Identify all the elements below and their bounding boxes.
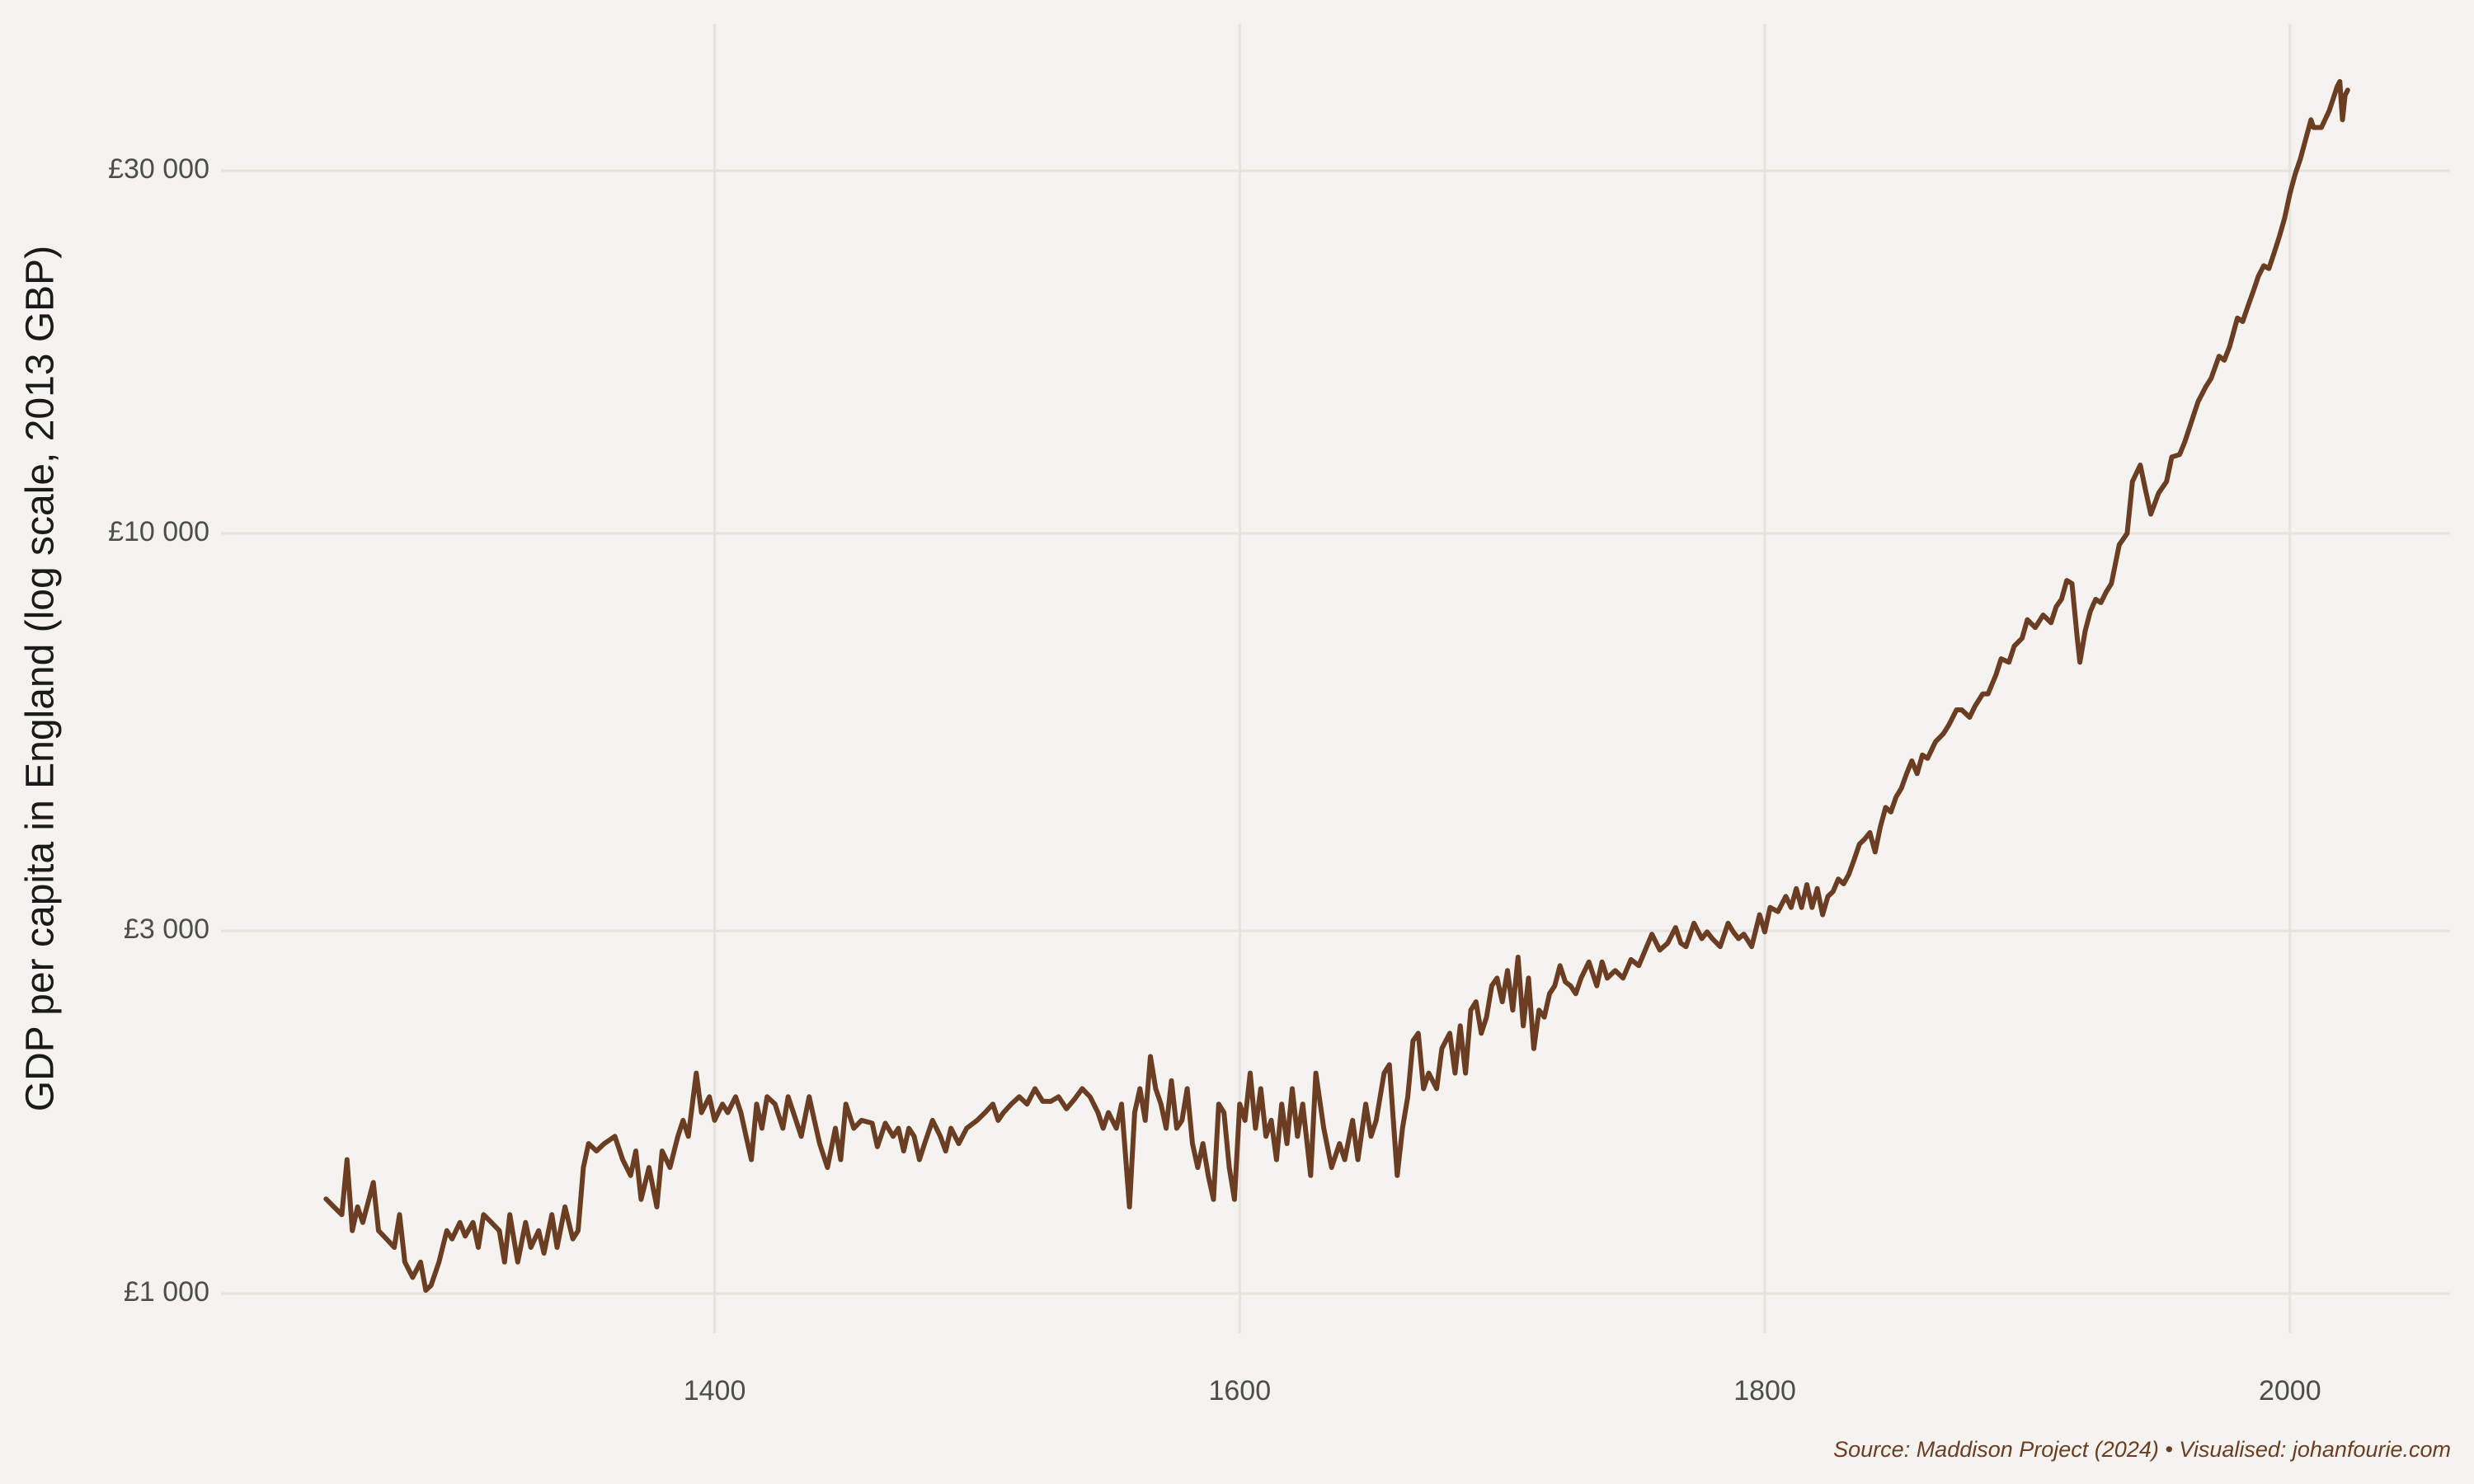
grid [221, 24, 2450, 1333]
y-tick-label: £30 000 [108, 153, 209, 185]
y-tick-label: £3 000 [124, 913, 209, 945]
x-tick-label: 1800 [1733, 1375, 1796, 1407]
y-axis-title: GDP per capita in England (log scale, 20… [19, 246, 63, 1111]
source-note: Source: Maddison Project (2024) • Visual… [1833, 1437, 2451, 1462]
x-tick-label: 2000 [2259, 1375, 2321, 1407]
y-tick-label: £10 000 [108, 516, 209, 547]
x-tick-label: 1400 [684, 1375, 746, 1407]
data-line [323, 78, 2350, 1293]
x-tick-label: 1600 [1208, 1375, 1271, 1407]
y-tick-label: £1 000 [124, 1276, 209, 1308]
